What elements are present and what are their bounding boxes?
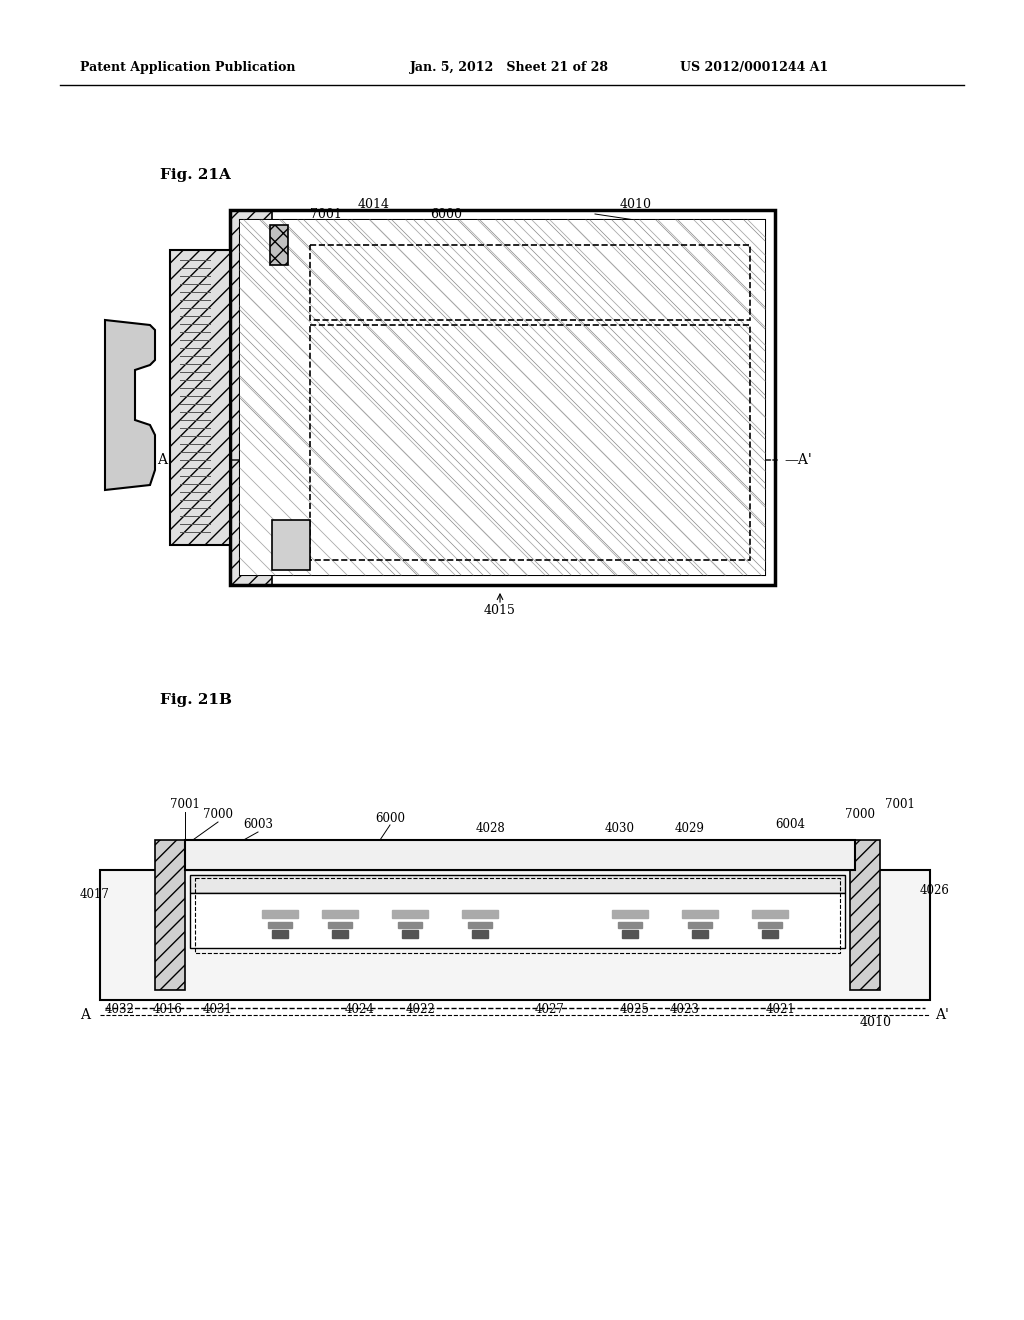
- Text: 4013: 4013: [490, 304, 522, 317]
- Text: 4014: 4014: [358, 198, 390, 211]
- Text: 7001: 7001: [885, 799, 914, 812]
- Polygon shape: [100, 870, 930, 1001]
- Text: 4016: 4016: [153, 1003, 183, 1016]
- Text: 4010: 4010: [620, 198, 652, 211]
- Text: 4026: 4026: [920, 883, 950, 896]
- Bar: [322, 909, 358, 917]
- Polygon shape: [240, 220, 765, 576]
- Text: 4015: 4015: [484, 603, 516, 616]
- Polygon shape: [155, 840, 185, 990]
- Text: 4010: 4010: [860, 1016, 892, 1030]
- Text: 6000: 6000: [430, 209, 462, 222]
- Text: 4021: 4021: [765, 1003, 795, 1016]
- Text: 4030: 4030: [605, 821, 635, 834]
- Polygon shape: [185, 840, 855, 870]
- Bar: [468, 921, 492, 928]
- Bar: [762, 931, 778, 939]
- Text: 4029: 4029: [675, 821, 705, 834]
- Bar: [272, 931, 288, 939]
- Text: 4032: 4032: [105, 1003, 135, 1016]
- Bar: [472, 931, 488, 939]
- Bar: [612, 909, 648, 917]
- Text: 4022: 4022: [406, 1003, 435, 1016]
- Bar: [752, 909, 788, 917]
- Text: 4012: 4012: [365, 528, 397, 541]
- Text: 7001: 7001: [170, 799, 200, 812]
- Polygon shape: [105, 319, 155, 490]
- Text: 6003: 6003: [243, 818, 273, 832]
- Bar: [398, 921, 422, 928]
- Text: 4031: 4031: [203, 1003, 232, 1016]
- Polygon shape: [190, 894, 845, 948]
- Text: 7000: 7000: [845, 808, 874, 821]
- Text: 6004: 6004: [775, 818, 805, 832]
- Bar: [462, 909, 498, 917]
- Text: 4011: 4011: [430, 528, 462, 541]
- Bar: [268, 921, 292, 928]
- Text: US 2012/0001244 A1: US 2012/0001244 A1: [680, 62, 828, 74]
- Bar: [328, 921, 352, 928]
- Polygon shape: [272, 520, 310, 570]
- Bar: [692, 931, 708, 939]
- Text: A': A': [935, 1008, 949, 1022]
- Text: 4024: 4024: [345, 1003, 375, 1016]
- Bar: [688, 921, 712, 928]
- Polygon shape: [230, 210, 272, 585]
- Text: 4027: 4027: [536, 1003, 565, 1016]
- Text: Fig. 21A: Fig. 21A: [160, 168, 230, 182]
- Polygon shape: [270, 224, 288, 265]
- Bar: [618, 921, 642, 928]
- Bar: [682, 909, 718, 917]
- Text: 4028: 4028: [475, 821, 505, 834]
- Text: 4017: 4017: [80, 888, 110, 902]
- Text: 7000: 7000: [203, 808, 233, 821]
- Polygon shape: [240, 220, 765, 576]
- Text: 6000: 6000: [375, 812, 406, 825]
- Text: 4025: 4025: [621, 1003, 650, 1016]
- Text: Patent Application Publication: Patent Application Publication: [80, 62, 296, 74]
- Text: A: A: [157, 453, 167, 467]
- Polygon shape: [850, 840, 880, 990]
- Polygon shape: [190, 875, 845, 894]
- Text: A: A: [80, 1008, 90, 1022]
- Text: 7001: 7001: [310, 209, 342, 222]
- Text: Jan. 5, 2012   Sheet 21 of 28: Jan. 5, 2012 Sheet 21 of 28: [410, 62, 609, 74]
- Text: 4023: 4023: [670, 1003, 700, 1016]
- Bar: [262, 909, 298, 917]
- Bar: [622, 931, 638, 939]
- Bar: [332, 931, 348, 939]
- Text: —A': —A': [784, 453, 812, 467]
- Text: Fig. 21B: Fig. 21B: [160, 693, 232, 708]
- Bar: [402, 931, 418, 939]
- Bar: [758, 921, 782, 928]
- Text: 4016: 4016: [196, 323, 228, 337]
- Bar: [392, 909, 428, 917]
- Polygon shape: [170, 249, 230, 545]
